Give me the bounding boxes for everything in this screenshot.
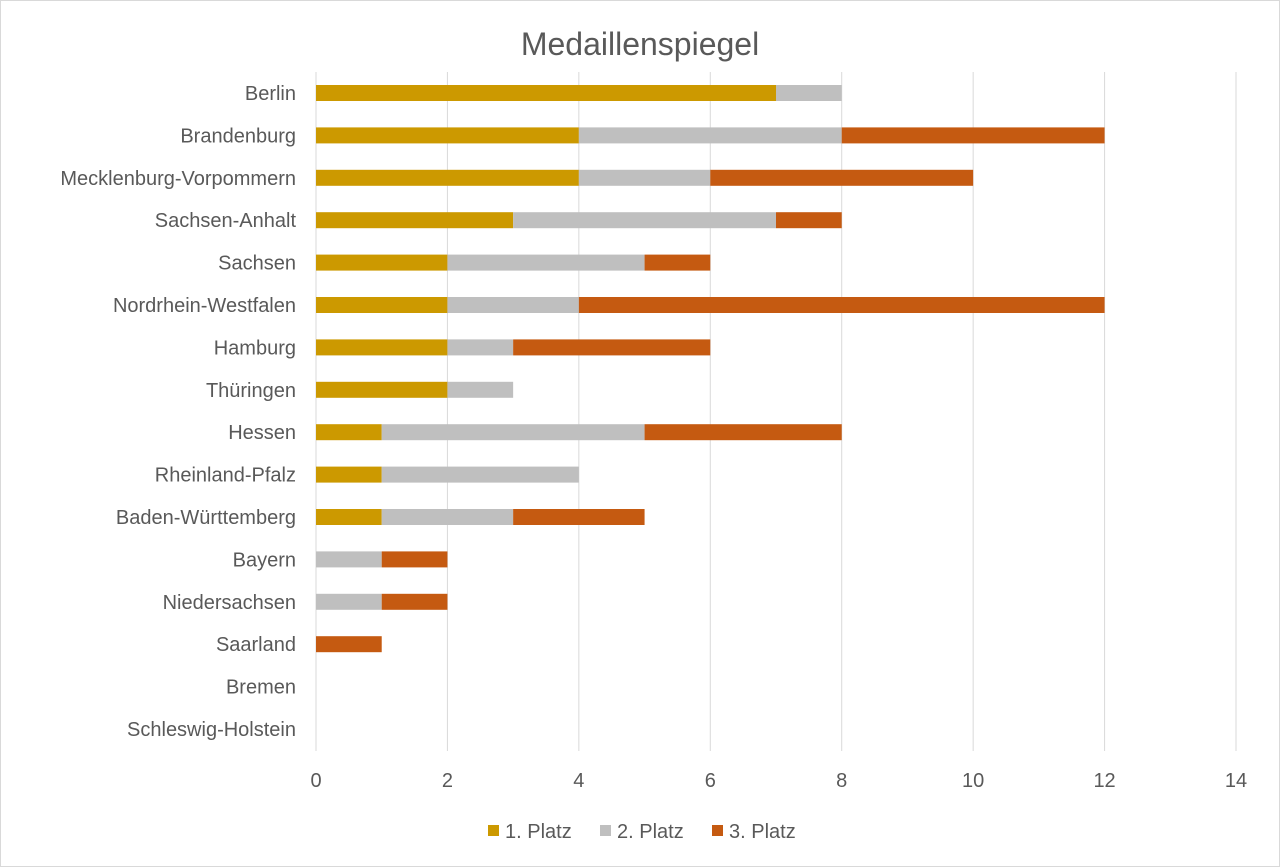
- category-label: Nordrhein-Westfalen: [113, 295, 296, 317]
- legend-label: 2. Platz: [617, 821, 684, 843]
- bar-sachsen-2-platz: [447, 254, 645, 271]
- legend-label: 1. Platz: [505, 821, 572, 843]
- bar-rheinland-pfalz-1-platz: [316, 466, 382, 483]
- bar-niedersachsen-2-platz: [316, 593, 382, 610]
- bar-nordrhein-westfalen-1-platz: [316, 297, 448, 313]
- x-tick-label: 10: [962, 770, 984, 792]
- category-labels: Berlin Brandenburg Mecklenburg-Vorpommern S…: [60, 83, 296, 741]
- legend-swatch-1-platz: [488, 825, 499, 836]
- bar-thueringen-2-platz: [447, 381, 514, 398]
- legend-swatch-2-platz: [600, 825, 611, 836]
- bar-baden-wuerttemberg-1-platz: [316, 509, 382, 525]
- x-tick-label: 6: [705, 770, 716, 792]
- bar-nordrhein-westfalen-3-platz: [578, 297, 1105, 313]
- category-label: Thüringen: [206, 380, 296, 402]
- bar-baden-wuerttemberg-3-platz: [513, 509, 645, 525]
- bar-mecklenburg-vorpommern-1-platz: [316, 169, 579, 186]
- bar-bayern-2-platz: [316, 551, 382, 568]
- category-label: Brandenburg: [180, 125, 296, 147]
- x-tick-label: 8: [836, 770, 847, 792]
- bar-layer: [316, 85, 1105, 653]
- bar-baden-wuerttemberg-2-platz: [381, 509, 514, 525]
- bar-hessen-3-platz: [644, 424, 842, 441]
- legend-swatch-3-platz: [712, 825, 723, 836]
- category-label: Schleswig-Holstein: [127, 719, 296, 741]
- category-label: Sachsen: [218, 253, 296, 275]
- x-tick-label: 14: [1225, 770, 1247, 792]
- bar-hamburg-1-platz: [316, 339, 448, 356]
- category-label: Mecklenburg-Vorpommern: [60, 168, 296, 190]
- bar-hessen-2-platz: [381, 424, 645, 441]
- x-axis-tick-labels: 0 2 4 6 8 10 12 14: [310, 770, 1247, 792]
- bar-hamburg-2-platz: [447, 339, 514, 356]
- category-label: Sachsen-Anhalt: [155, 210, 297, 232]
- bar-sachsen-anhalt-2-platz: [513, 212, 776, 229]
- category-label: Baden-Württemberg: [116, 507, 296, 529]
- bar-rheinland-pfalz-2-platz: [381, 466, 579, 483]
- chart-title: Medaillenspiegel: [521, 26, 759, 62]
- bar-niedersachsen-3-platz: [381, 593, 448, 610]
- category-label: Hessen: [228, 422, 296, 444]
- category-label: Saarland: [216, 634, 296, 656]
- bar-hamburg-3-platz: [513, 339, 711, 356]
- bar-hessen-1-platz: [316, 424, 382, 441]
- category-label: Berlin: [245, 83, 296, 105]
- bar-bayern-3-platz: [381, 551, 448, 568]
- category-label: Niedersachsen: [163, 592, 296, 614]
- bar-sachsen-anhalt-3-platz: [776, 212, 842, 229]
- category-label: Bremen: [226, 677, 296, 699]
- bar-nordrhein-westfalen-2-platz: [447, 297, 579, 313]
- bar-berlin-1-platz: [316, 85, 776, 101]
- bar-mecklenburg-vorpommern-3-platz: [710, 169, 974, 186]
- bar-berlin-2-platz: [776, 85, 842, 101]
- legend-label: 3. Platz: [729, 821, 796, 843]
- bar-sachsen-1-platz: [316, 254, 448, 271]
- x-tick-label: 2: [442, 770, 453, 792]
- bar-sachsen-3-platz: [644, 254, 711, 271]
- x-tick-label: 4: [573, 770, 584, 792]
- bar-brandenburg-3-platz: [841, 127, 1105, 144]
- bar-brandenburg-1-platz: [316, 127, 579, 144]
- bar-thueringen-1-platz: [316, 381, 448, 398]
- x-tick-label: 12: [1093, 770, 1115, 792]
- category-label: Bayern: [233, 549, 296, 571]
- category-label: Rheinland-Pfalz: [155, 465, 296, 487]
- bar-brandenburg-2-platz: [578, 127, 842, 144]
- bar-sachsen-anhalt-1-platz: [316, 212, 514, 229]
- legend: 1. Platz 2. Platz 3. Platz: [488, 821, 796, 843]
- category-label: Hamburg: [214, 337, 296, 359]
- bar-saarland-3-platz: [316, 636, 382, 653]
- bar-mecklenburg-vorpommern-2-platz: [578, 169, 711, 186]
- x-tick-label: 0: [310, 770, 321, 792]
